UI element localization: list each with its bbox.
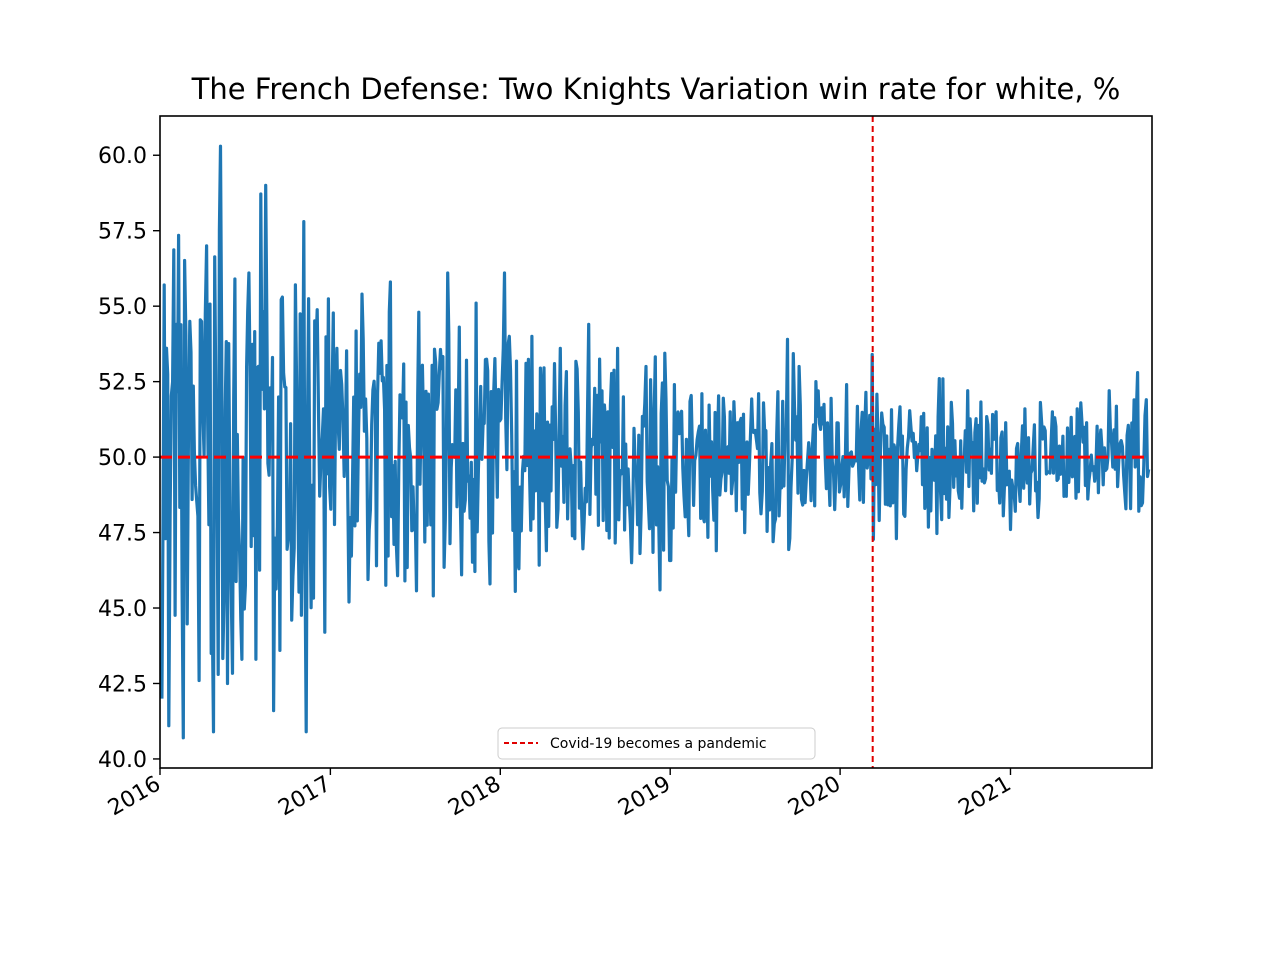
x-tick-label-5: 2021 [954, 772, 1015, 822]
y-axis: 40.0 42.5 45.0 47.5 50.0 52.5 55.0 57.5 60.0 [98, 144, 160, 773]
y-tick-label-3: 47.5 [98, 522, 147, 547]
reference-lines [160, 116, 1146, 768]
chart-title: The French Defense: Two Knights Variatio… [191, 72, 1121, 106]
y-tick-label-2: 45.0 [98, 597, 147, 622]
legend: Covid-19 becomes a pandemic [497, 727, 816, 760]
y-tick-label-1: 42.5 [98, 672, 147, 697]
series-layer [160, 144, 1151, 740]
y-tick-label-0: 40.0 [98, 748, 147, 773]
y-tick-label-4: 50.0 [98, 446, 147, 471]
x-axis: 2016 2017 2018 2019 2020 2021 [104, 768, 1015, 821]
y-tick-label-5: 52.5 [98, 371, 147, 396]
y-tick-label-6: 55.0 [98, 295, 147, 320]
series-line-0 [160, 144, 1151, 740]
plot-frame [159, 115, 1153, 769]
x-tick-label-0: 2016 [104, 772, 165, 822]
y-tick-label-7: 57.5 [98, 220, 147, 245]
x-tick-label-2: 2018 [444, 772, 505, 822]
x-tick-label-1: 2017 [274, 772, 335, 822]
legend-label-covid: Covid-19 becomes a pandemic [550, 736, 767, 752]
y-tick-label-8: 60.0 [98, 144, 147, 169]
legend-frame [497, 727, 816, 760]
x-tick-label-3: 2019 [614, 772, 675, 822]
x-tick-label-4: 2020 [784, 772, 845, 822]
